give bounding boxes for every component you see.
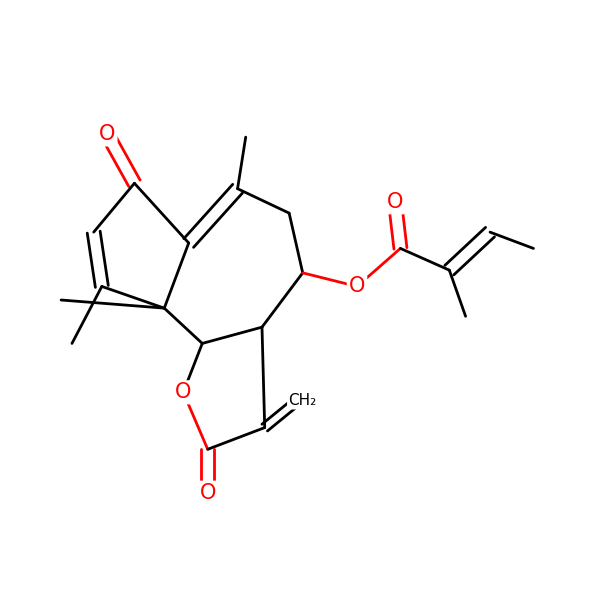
Text: O: O [99, 124, 115, 145]
Text: O: O [175, 382, 191, 402]
Text: O: O [349, 277, 365, 296]
Text: O: O [200, 483, 216, 503]
Text: O: O [387, 192, 403, 212]
Text: CH₂: CH₂ [289, 393, 317, 408]
